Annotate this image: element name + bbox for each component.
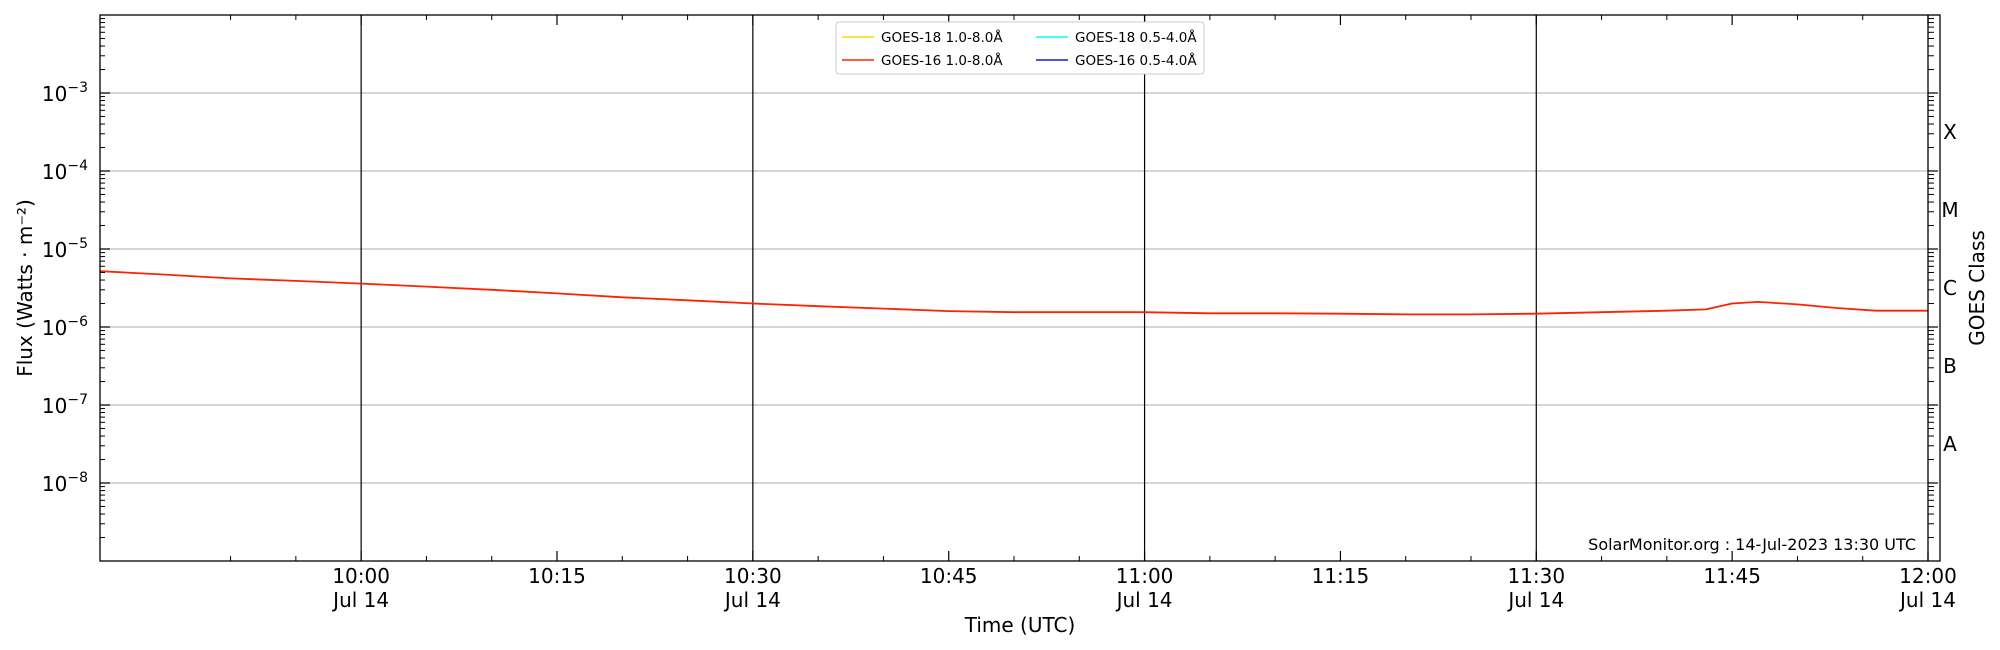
x-tick-date-label: Jul 14 xyxy=(1506,588,1564,612)
y-tick-label: 10−7 xyxy=(42,392,88,418)
x-tick-label: 10:45 xyxy=(920,564,978,588)
goes-class-label: X xyxy=(1943,120,1957,144)
grid-layer xyxy=(100,15,1928,561)
legend: GOES-18 1.0-8.0Å GOES-16 1.0-8.0Å GOES-1… xyxy=(835,21,1205,75)
x-tick-label: 11:45 xyxy=(1703,564,1761,588)
series-line-1 xyxy=(99,270,1928,316)
x-tick-label: 11:15 xyxy=(1312,564,1370,588)
x-axis-title: Time (UTC) xyxy=(964,613,1076,637)
x-tick-label: 10:30 xyxy=(724,564,782,588)
goes-class-label: A xyxy=(1943,432,1957,456)
legend-label-series-2: GOES-18 0.5-4.0Å xyxy=(1075,29,1197,46)
legend-frame xyxy=(835,21,1205,75)
plot-frame xyxy=(99,14,1941,562)
goes-class-axis-title: GOES Class xyxy=(1965,230,1989,346)
y-tick-label: 10−5 xyxy=(42,236,88,262)
x-tick-label: 10:00 xyxy=(332,564,390,588)
x-tick-date-label: Jul 14 xyxy=(331,588,389,612)
legend-label-series-3: GOES-16 0.5-4.0Å xyxy=(1075,52,1197,69)
y-tick-label: 10−6 xyxy=(42,314,88,340)
credit-label: SolarMonitor.org : 14-Jul-2023 13:30 UTC xyxy=(1588,535,1916,554)
x-tick-label: 10:15 xyxy=(528,564,586,588)
y-axis-title: Flux (Watts · m⁻²) xyxy=(13,199,37,377)
y-tick-label: 10−4 xyxy=(42,158,88,184)
goes-class-label: B xyxy=(1943,354,1957,378)
y-tick-label: 10−3 xyxy=(42,80,88,106)
goes-class-label: C xyxy=(1943,276,1957,300)
x-tick-date-label: Jul 14 xyxy=(1898,588,1956,612)
legend-label-series-0: GOES-18 1.0-8.0Å xyxy=(881,29,1003,46)
x-tick-label: 11:00 xyxy=(1116,564,1174,588)
x-tick-label: 12:00 xyxy=(1899,564,1957,588)
legend-label-series-1: GOES-16 1.0-8.0Å xyxy=(881,52,1003,69)
series-layer xyxy=(99,270,1928,316)
goes-class-label: M xyxy=(1941,198,1958,222)
x-tick-date-label: Jul 14 xyxy=(723,588,781,612)
x-tick-date-label: Jul 14 xyxy=(1115,588,1173,612)
x-tick-label: 11:30 xyxy=(1507,564,1565,588)
tick-layer xyxy=(99,15,1938,561)
y-tick-label: 10−8 xyxy=(42,470,88,496)
